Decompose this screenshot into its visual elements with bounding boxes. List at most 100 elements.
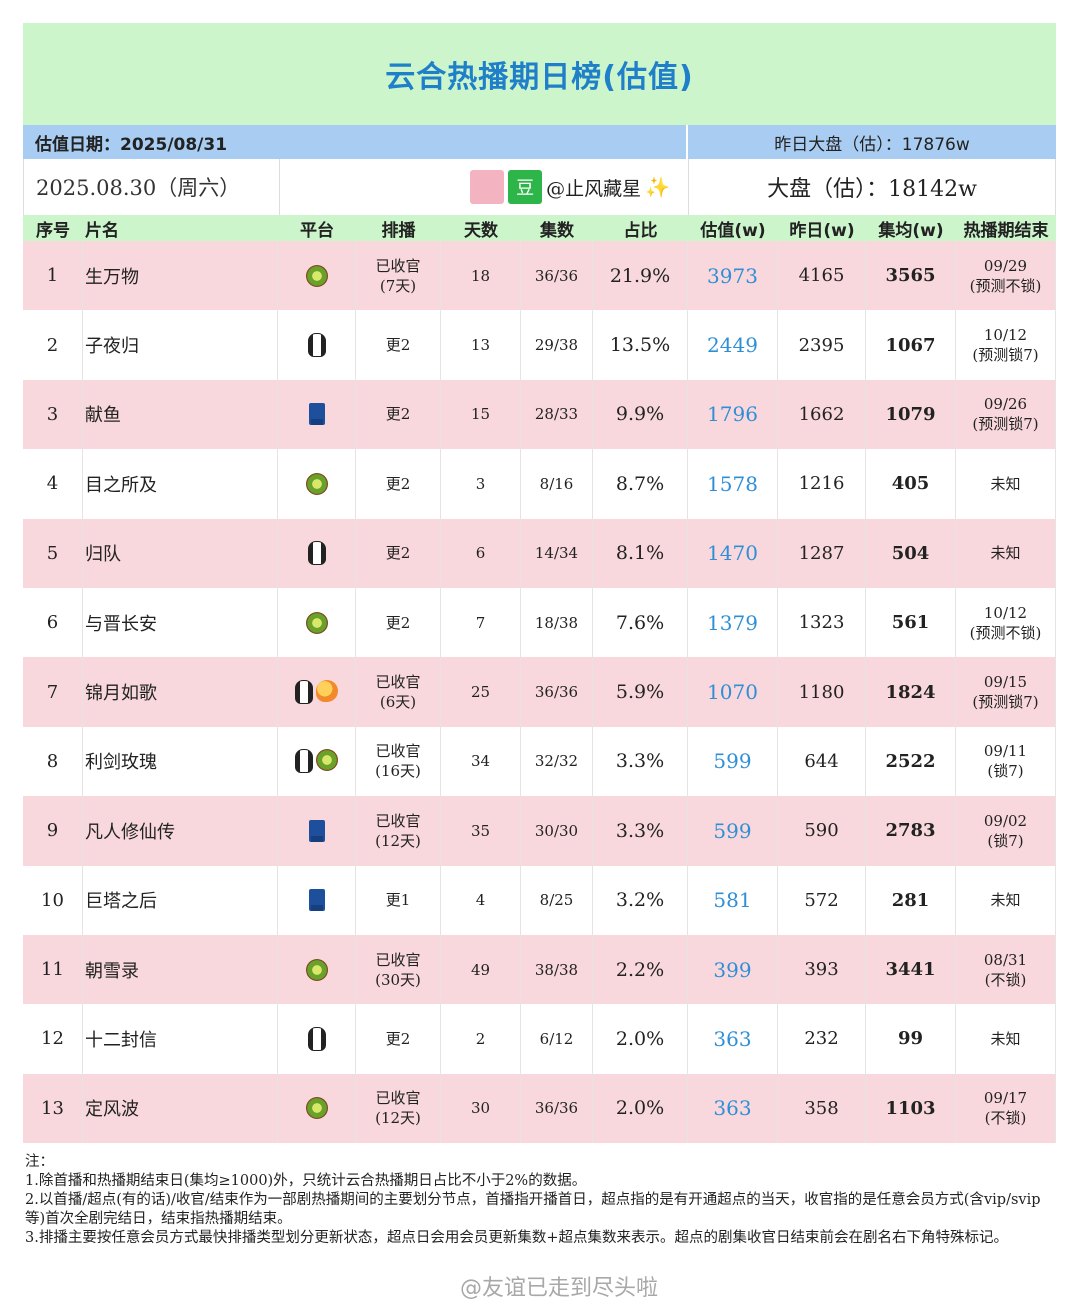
days-cell: 4 [441,865,521,935]
end-detail: (锁7) [987,831,1024,850]
end-detail: (预测不锁) [969,623,1042,642]
days-cell: 18 [441,241,521,311]
platform-cell [278,379,356,450]
estimate-cell: 1470 [688,518,778,588]
show-title: 十二封信 [83,1004,278,1074]
estimate-cell: 2449 [688,310,778,380]
end-detail: (预测锁7) [972,415,1039,434]
average-cell: 99 [866,1004,956,1074]
share-cell: 13.5% [593,310,688,380]
table-row: 3 献鱼 更2 15 28/33 9.9% 1796 1662 1079 09/26 (预测锁7) [23,379,1056,450]
rank-number: 3 [23,379,83,450]
header-episodes: 集数 [540,220,574,241]
episodes-cell: 28/33 [521,379,593,450]
table-row: 9 凡人修仙传 已收官 (12天) 35 30/30 3.3% 599 590 2783 09/02… [23,796,1056,866]
average-cell: 1824 [866,657,956,727]
platform-cell [278,726,356,797]
schedule-cell: 已收官 (6天) [356,657,441,727]
note-line: 注： [25,1154,54,1171]
rank-number: 9 [23,796,83,866]
table-row: 10 巨塔之后 更1 4 8/25 3.2% 581 572 281 未知 [23,865,1056,935]
average-cell: 504 [866,518,956,588]
episodes-cell: 36/36 [521,1073,593,1144]
table-row: 6 与晋长安 更2 7 18/38 7.6% 1379 1323 561 10/12 (预测不锁) [23,587,1056,658]
table-row: 5 归队 更2 6 14/34 8.1% 1470 1287 504 未知 [23,518,1056,588]
episodes-cell: 29/38 [521,310,593,380]
average-cell: 1103 [866,1073,956,1144]
header-platform: 平台 [300,220,334,241]
end-date: 09/11 [983,742,1028,761]
schedule-cell: 已收官 (16天) [356,726,441,797]
average-cell: 2522 [866,726,956,797]
episodes-cell: 32/32 [521,726,593,797]
schedule-status: 已收官 [375,811,421,830]
end-cell: 09/11 (锁7) [956,726,1056,797]
end-date: 08/31 [983,950,1028,969]
average-cell: 281 [866,865,956,935]
end-date: 09/02 [983,811,1028,830]
days-cell: 7 [441,587,521,658]
schedule-cell: 更2 [356,310,441,380]
end-cell: 08/31 (不锁) [956,934,1056,1005]
days-cell: 13 [441,310,521,380]
table-row: 7 锦月如歌 已收官 (6天) 25 36/36 5.9% 1070 1180 1824 09/15… [23,657,1056,727]
jeans-icon [308,889,325,912]
end-date: 未知 [990,544,1021,563]
share-cell: 2.0% [593,1004,688,1074]
average-cell: 1079 [866,379,956,450]
end-detail: (锁7) [987,762,1024,781]
show-title: 定风波 [83,1073,278,1144]
days-cell: 35 [441,796,521,866]
penguin-icon [307,1026,326,1051]
schedule-detail: (12天) [375,831,421,850]
rank-number: 8 [23,726,83,797]
kiwi-icon [305,264,328,287]
estimate-cell: 399 [688,934,778,1005]
yesterday-cell: 1216 [778,449,866,519]
end-date: 09/17 [983,1089,1028,1108]
kiwi-icon [305,958,328,981]
rank-number: 2 [23,310,83,380]
table-row: 13 定风波 已收官 (12天) 30 36/36 2.0% 363 358 1103 09/17(… [23,1073,1056,1144]
days-cell: 30 [441,1073,521,1144]
schedule-detail: (30天) [375,970,421,989]
schedule-status: 更2 [385,405,411,424]
episodes-cell: 18/38 [521,587,593,658]
platform-cell [278,1073,356,1144]
mango-icon [316,680,338,703]
rank-number: 11 [23,934,83,1005]
yesterday-total: 昨日大盘（估）：17876w [774,134,970,155]
estimate-date: 估值日期：2025/08/31 [23,125,688,159]
show-title: 巨塔之后 [83,865,278,935]
estimate-cell: 599 [688,796,778,866]
end-cell: 10/12 (预测不锁) [956,587,1056,658]
table-row: 1 生万物 已收官 (7天) 18 36/36 21.9% 3973 4165 3565 09/29… [23,241,1056,311]
estimate-cell: 363 [688,1004,778,1074]
table-row: 8 利剑玫瑰 已收官 (16天) 34 32/32 3.3% 599 644 2522 09/11(… [23,726,1056,797]
header-name: 片名 [85,220,119,241]
page-title: 云合热播期日榜(估值) [23,23,1056,125]
date-line: 2025.08.30（周六） [24,159,280,215]
episodes-cell: 36/36 [521,657,593,727]
end-detail: (预测锁7) [972,693,1039,712]
show-title: 献鱼 [83,379,278,450]
schedule-status: 已收官 [375,256,421,275]
info-row-dates: 估值日期：2025/08/31 昨日大盘（估）：17876w [23,125,1056,159]
end-detail: (不锁) [984,970,1027,989]
schedule-status: 已收官 [375,950,421,969]
douban-icon: 豆 [508,170,543,204]
penguin-icon [307,333,326,358]
estimate-cell: 3973 [688,241,778,311]
platform-cell [278,310,356,380]
rank-number: 1 [23,241,83,311]
end-cell: 未知 [956,518,1056,588]
note-line: 1.除首播和热播期结束日(集均≥1000)外，只统计云合热播期日占比不小于2%的… [25,1173,587,1190]
days-cell: 3 [441,449,521,519]
schedule-status: 更2 [385,613,411,632]
rank-number: 5 [23,518,83,588]
share-cell: 8.1% [593,518,688,588]
episodes-cell: 38/38 [521,934,593,1005]
schedule-status: 已收官 [375,1089,421,1108]
end-cell: 09/29 (预测不锁) [956,241,1056,311]
end-cell: 未知 [956,1004,1056,1074]
